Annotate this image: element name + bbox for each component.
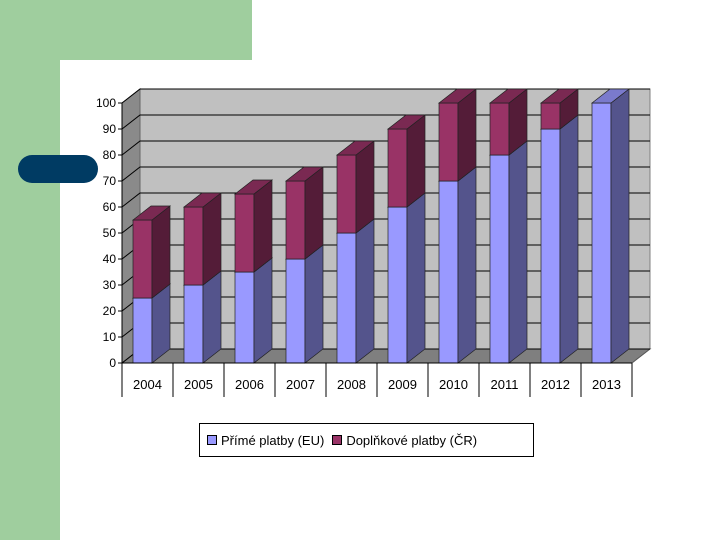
bar-2011-series-1-top bbox=[488, 88, 529, 104]
bars bbox=[131, 88, 631, 364]
bar-2008-series-0-side bbox=[355, 218, 375, 364]
bar-2007-series-1-front bbox=[285, 180, 306, 260]
bar-2010-series-0-side bbox=[457, 166, 477, 364]
bar-2005-series-0-front bbox=[183, 284, 204, 364]
x-axis-tick-labels: 2004 2005 2006 2007 2008 2009 2010 2011 2012 2013 bbox=[121, 362, 633, 397]
bar-2013-series-0-top bbox=[590, 88, 631, 104]
bar-2004-series-1-side bbox=[151, 205, 171, 299]
bar-2007-series-0-front bbox=[285, 258, 306, 364]
x-tick-label: 2009 bbox=[388, 377, 417, 392]
bar-2006-series-1-side bbox=[253, 179, 273, 273]
bar-2012-series-1-top bbox=[539, 88, 580, 104]
y-tick-label: 80 bbox=[103, 148, 117, 162]
y-tick-label: 0 bbox=[109, 356, 116, 370]
y-tick-label: 100 bbox=[96, 96, 116, 110]
bar-2007-series-0-side bbox=[304, 244, 324, 364]
y-tick-label: 70 bbox=[103, 174, 117, 188]
bar-2008-series-1-front bbox=[336, 154, 357, 234]
x-tick-label: 2011 bbox=[491, 377, 519, 392]
bar-2013-series-0-front bbox=[591, 102, 612, 364]
gridline bbox=[121, 166, 650, 182]
bar-2010-series-1-front bbox=[438, 102, 459, 182]
bar-2011-series-0-front bbox=[489, 154, 510, 364]
bar-2010-series-1-top bbox=[437, 88, 478, 104]
legend-label-cr: Doplňkové platby (ČR) bbox=[346, 432, 478, 448]
background-green-band-left bbox=[0, 0, 60, 540]
bar-2008-series-1-top bbox=[335, 140, 376, 156]
y-tick-label: 60 bbox=[103, 200, 117, 214]
bar-2004-series-1-front bbox=[132, 219, 153, 299]
y-tick-label: 90 bbox=[103, 122, 117, 136]
legend-label-eu: Přímé platby (EU) bbox=[221, 432, 325, 448]
y-axis-tick-labels: 0 10 20 30 40 50 60 70 80 90 100 bbox=[96, 96, 123, 370]
bar-2012-series-0-front bbox=[540, 128, 561, 364]
bar-2005-series-0-side bbox=[202, 270, 222, 364]
bar-2009-series-1-top bbox=[386, 114, 427, 130]
bar-2012-series-0-side bbox=[559, 114, 579, 364]
bar-2005-series-1-top bbox=[182, 192, 223, 208]
bar-2009-series-0-side bbox=[406, 192, 426, 364]
bar-2012-series-1-front bbox=[540, 102, 561, 130]
bar-2010-series-0-front bbox=[438, 180, 459, 364]
gridline bbox=[121, 88, 650, 104]
x-tick-label: 2004 bbox=[133, 377, 162, 392]
x-tick-label: 2008 bbox=[337, 377, 366, 392]
x-tick-label: 2013 bbox=[592, 377, 621, 392]
legend-swatch-cr bbox=[332, 435, 343, 445]
y-tick-label: 10 bbox=[103, 330, 117, 344]
bar-2013-series-0-side bbox=[610, 88, 630, 364]
bar-2008-series-1-side bbox=[355, 140, 375, 234]
bar-2006-series-0-front bbox=[234, 271, 255, 364]
gridline bbox=[121, 114, 650, 130]
bar-2004-series-0-front bbox=[132, 297, 153, 364]
decorative-pill bbox=[18, 155, 98, 183]
gridline bbox=[121, 192, 650, 208]
bar-2011-series-1-front bbox=[489, 102, 510, 156]
y-tick-label: 30 bbox=[103, 278, 117, 292]
bar-2005-series-1-front bbox=[183, 206, 204, 286]
bar-2010-series-1-side bbox=[457, 88, 477, 182]
bar-2006-series-1-top bbox=[233, 179, 274, 195]
legend-swatch-eu bbox=[207, 435, 217, 445]
bar-2011-series-0-side bbox=[508, 140, 528, 364]
bar-2007-series-1-top bbox=[284, 166, 325, 182]
bar-2008-series-0-front bbox=[336, 232, 357, 364]
gridline bbox=[121, 140, 650, 156]
legend-item-cr: Doplňkové platby (ČR) bbox=[332, 433, 477, 448]
bar-2009-series-1-front bbox=[387, 128, 408, 208]
chart-legend: Přímé platby (EU) Doplňkové platby (ČR) bbox=[199, 423, 534, 457]
background-green-band-top bbox=[0, 0, 252, 60]
x-tick-label: 2010 bbox=[439, 377, 468, 392]
y-tick-label: 40 bbox=[103, 252, 117, 266]
x-tick-label: 2012 bbox=[541, 377, 570, 392]
bar-2004-series-1-top bbox=[131, 205, 172, 221]
bar-2006-series-1-front bbox=[234, 193, 255, 273]
y-tick-label: 50 bbox=[103, 226, 117, 240]
bar-2009-series-0-front bbox=[387, 206, 408, 364]
bar-2009-series-1-side bbox=[406, 114, 426, 208]
x-tick-label: 2005 bbox=[184, 377, 213, 392]
bar-2006-series-0-side bbox=[253, 257, 273, 364]
x-tick-label: 2007 bbox=[286, 377, 315, 392]
x-tick-label: 2006 bbox=[235, 377, 264, 392]
bar-2005-series-1-side bbox=[202, 192, 222, 286]
bar-2007-series-1-side bbox=[304, 166, 324, 260]
y-tick-label: 20 bbox=[103, 304, 117, 318]
legend-item-eu: Přímé platby (EU) bbox=[207, 433, 324, 448]
